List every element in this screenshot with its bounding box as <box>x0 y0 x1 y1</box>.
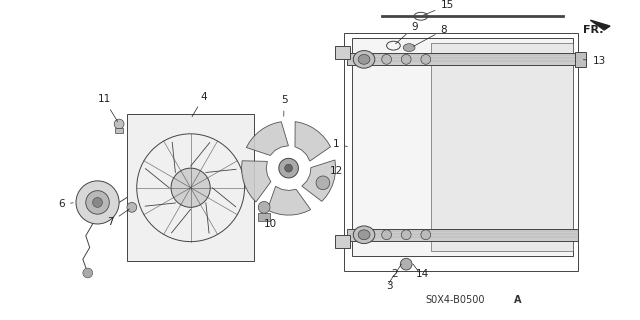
Text: 4: 4 <box>192 92 207 117</box>
Bar <box>348 229 578 241</box>
Circle shape <box>381 54 392 64</box>
Circle shape <box>127 203 137 212</box>
Polygon shape <box>246 122 289 156</box>
Polygon shape <box>590 20 610 30</box>
Bar <box>352 38 573 256</box>
Circle shape <box>285 164 292 172</box>
Bar <box>348 53 578 65</box>
Ellipse shape <box>358 230 370 240</box>
Text: 15: 15 <box>424 0 454 15</box>
Bar <box>431 43 573 252</box>
Polygon shape <box>302 160 335 201</box>
Bar <box>258 213 270 221</box>
Circle shape <box>86 191 109 214</box>
Circle shape <box>93 197 102 207</box>
Circle shape <box>171 168 210 207</box>
Text: 1: 1 <box>333 139 348 148</box>
Text: 10: 10 <box>264 219 277 229</box>
Polygon shape <box>295 122 330 161</box>
Circle shape <box>381 230 392 240</box>
Circle shape <box>258 202 270 213</box>
Circle shape <box>114 119 124 129</box>
Circle shape <box>401 54 411 64</box>
Bar <box>335 46 350 60</box>
Text: 14: 14 <box>416 269 429 279</box>
Bar <box>575 52 586 67</box>
Ellipse shape <box>353 51 375 68</box>
Circle shape <box>400 258 412 270</box>
Polygon shape <box>241 161 271 202</box>
Text: A: A <box>514 295 522 305</box>
Circle shape <box>401 230 411 240</box>
Text: 5: 5 <box>281 95 287 116</box>
Circle shape <box>76 181 119 224</box>
Text: 3: 3 <box>387 281 393 291</box>
Text: 7: 7 <box>108 209 129 227</box>
Text: 12: 12 <box>330 166 343 176</box>
Text: 11: 11 <box>97 94 118 122</box>
Text: 8: 8 <box>413 25 447 46</box>
Bar <box>335 235 350 248</box>
Circle shape <box>421 54 431 64</box>
Text: 9: 9 <box>396 22 418 44</box>
Circle shape <box>421 230 431 240</box>
Text: 2: 2 <box>392 269 398 279</box>
Circle shape <box>279 158 298 178</box>
Circle shape <box>83 268 93 278</box>
Bar <box>115 128 123 133</box>
Ellipse shape <box>403 44 415 52</box>
Text: 6: 6 <box>58 199 73 209</box>
Ellipse shape <box>353 226 375 244</box>
Text: 13: 13 <box>583 56 605 66</box>
Bar <box>127 114 254 261</box>
Ellipse shape <box>358 54 370 64</box>
Text: FR.: FR. <box>582 25 603 35</box>
Circle shape <box>316 176 330 190</box>
Text: S0X4-B0500: S0X4-B0500 <box>426 295 485 305</box>
Polygon shape <box>268 186 310 215</box>
